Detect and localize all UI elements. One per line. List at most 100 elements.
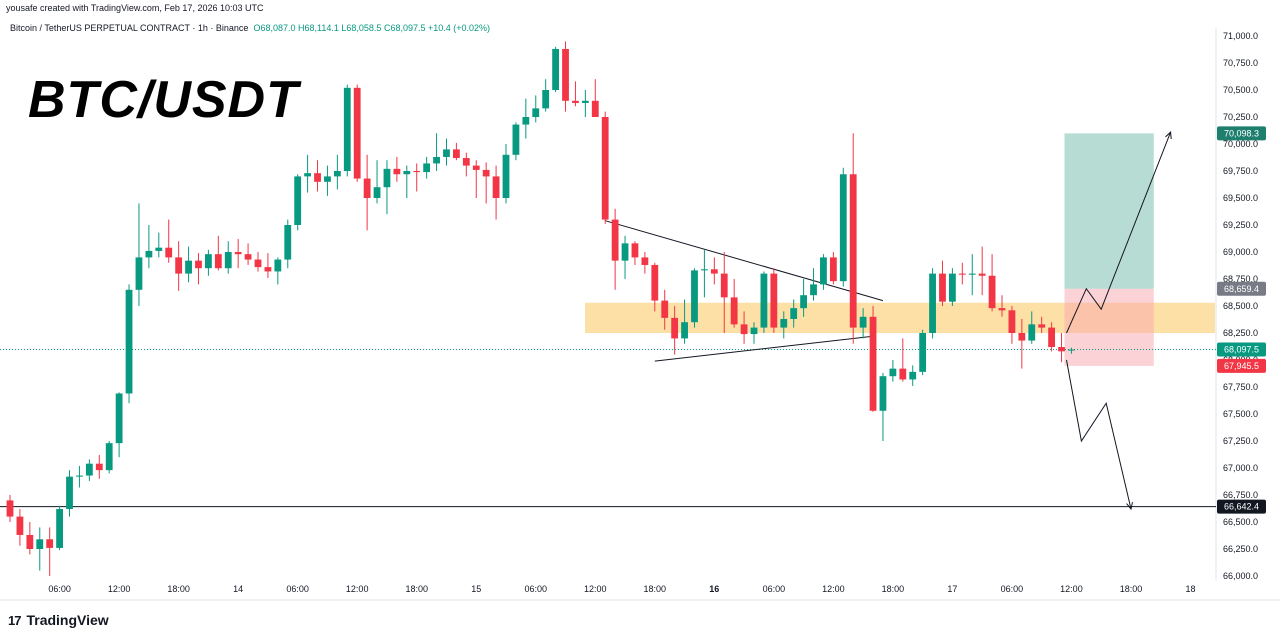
price-tick-label: 68,750.0: [1223, 274, 1258, 284]
triangle-upper-line: [605, 220, 884, 302]
candle-body: [165, 247, 173, 258]
candle-body: [562, 48, 569, 101]
candle-body: [829, 257, 837, 282]
candle-body: [264, 267, 272, 272]
candle-body: [443, 149, 450, 157]
candle-body: [651, 264, 659, 301]
price-tag-line-label: 66,642.4: [1224, 502, 1259, 512]
candle-body: [1008, 310, 1016, 333]
candle-body: [1058, 347, 1065, 352]
tradingview-logo-icon: 17: [8, 612, 22, 628]
candle-body: [175, 257, 183, 274]
candle-body: [403, 171, 411, 175]
bearish-scenario-arrow-arrowhead: [1126, 502, 1133, 511]
candle-body: [324, 176, 331, 182]
candle-body: [373, 187, 381, 198]
candle-body: [26, 534, 34, 549]
price-tick-label: 70,750.0: [1223, 58, 1258, 68]
price-tick-label: 67,750.0: [1223, 382, 1258, 392]
candle-body: [185, 260, 192, 274]
candle-body: [542, 90, 550, 109]
candle-body: [224, 252, 232, 269]
time-tick-label: 06:00: [286, 584, 309, 594]
candle-body: [115, 393, 123, 444]
time-tick-label: 12:00: [108, 584, 131, 594]
price-tag-entry: [1217, 281, 1266, 296]
candle-body: [958, 273, 966, 275]
symbol-info: Bitcoin / TetherUS PERPETUAL CONTRACT · …: [10, 23, 490, 33]
candle-body: [1068, 349, 1075, 351]
time-tick-label: 06:00: [48, 584, 71, 594]
bullish-scenario-arrow-arrowhead: [1165, 131, 1172, 140]
candle-body: [343, 87, 351, 171]
candle-body: [46, 539, 54, 548]
candle-body: [85, 463, 93, 476]
time-tick-label: 17: [947, 584, 957, 594]
candle-body: [591, 100, 599, 117]
time-tick-label: 18:00: [167, 584, 190, 594]
candle-body: [36, 539, 44, 549]
candle-body: [462, 158, 470, 166]
candle-body: [939, 273, 946, 302]
brand-name: TradingView: [26, 612, 109, 628]
candle-body: [780, 318, 788, 328]
candle-body: [363, 178, 371, 198]
candle-body: [601, 117, 609, 220]
candle-body: [899, 368, 907, 380]
time-tick-label: 14: [233, 584, 243, 594]
candle-body: [879, 376, 887, 411]
candle-body: [423, 163, 431, 173]
candle-body: [929, 273, 936, 333]
candle-body: [770, 273, 778, 328]
candle-body: [482, 169, 490, 177]
candle-body: [66, 476, 73, 510]
candle-body: [611, 219, 619, 261]
price-tag-current: [1217, 342, 1266, 357]
position-target-zone: [1064, 133, 1154, 289]
candle-body: [552, 48, 559, 90]
candle-body: [492, 176, 500, 198]
time-tick-label: 18:00: [1120, 584, 1143, 594]
tradingview-brand[interactable]: 17 TradingView: [8, 612, 109, 628]
candle-body: [314, 173, 321, 182]
price-tag-stop: [1217, 358, 1266, 373]
candle-body: [472, 165, 480, 170]
price-tick-label: 66,000.0: [1223, 571, 1258, 581]
price-tag-line: [1217, 499, 1266, 514]
candle-body: [6, 500, 14, 517]
candle-body: [790, 308, 798, 319]
candle-body: [760, 273, 768, 328]
candle-body: [532, 108, 540, 117]
candle-body: [105, 443, 113, 471]
candle-body: [205, 254, 212, 269]
candle-body: [413, 171, 421, 173]
candle-body: [433, 156, 440, 164]
candle-body: [522, 117, 530, 125]
candle-body: [581, 100, 589, 103]
candle-body: [254, 259, 262, 268]
price-tick-label: 70,000.0: [1223, 139, 1258, 149]
candle-body: [393, 168, 401, 175]
price-tick-label: 70,250.0: [1223, 112, 1258, 122]
time-tick-label: 18: [1185, 584, 1195, 594]
position-stop-zone: [1064, 288, 1154, 366]
candle-body: [135, 257, 143, 290]
ohlc-open: O68,087.0: [253, 23, 296, 33]
candle-body: [502, 154, 510, 198]
candle-body: [155, 247, 163, 251]
candle-body: [720, 273, 728, 298]
price-tag-target-label: 70,098.3: [1224, 128, 1259, 138]
candle-body: [661, 300, 669, 318]
time-tick-label: 12:00: [346, 584, 369, 594]
candle-body: [1018, 333, 1026, 341]
candle-body: [998, 308, 1006, 311]
candle-body: [16, 516, 24, 535]
candle-body: [889, 368, 897, 377]
candle-body: [353, 87, 361, 179]
candle-body: [641, 257, 649, 265]
candle-body: [284, 225, 292, 260]
candle-body: [76, 475, 83, 477]
created-by-text: yousafe created with TradingView.com, Fe…: [6, 3, 264, 13]
symbol-name: Bitcoin / TetherUS PERPETUAL CONTRACT · …: [10, 23, 249, 33]
